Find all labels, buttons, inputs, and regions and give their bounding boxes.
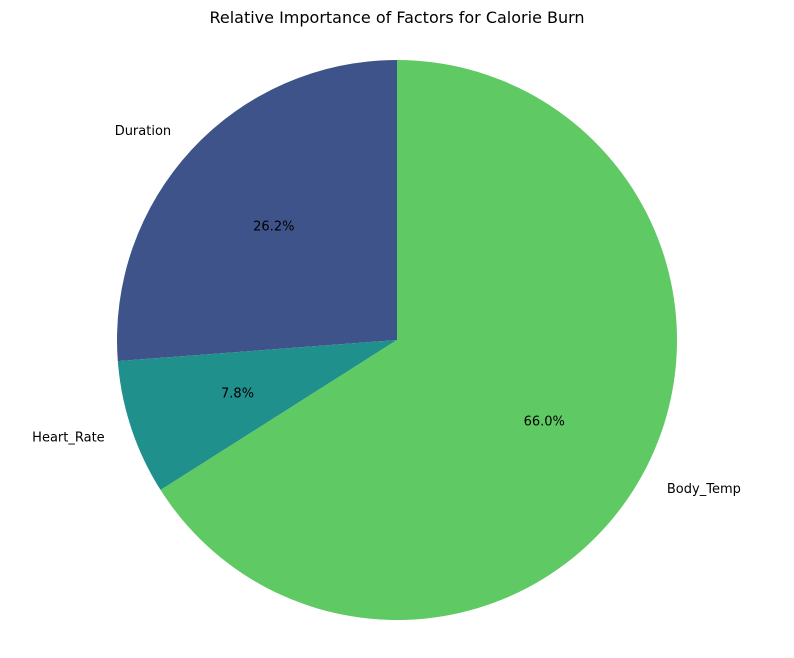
pie-slice-duration xyxy=(117,60,397,362)
slice-label-body-temp: Body_Temp xyxy=(667,482,741,497)
slice-label-duration: Duration xyxy=(115,124,171,139)
slice-percent-body-temp: 66.0% xyxy=(524,414,565,429)
slice-percent-duration: 26.2% xyxy=(253,219,294,234)
chart-title: Relative Importance of Factors for Calor… xyxy=(209,8,584,27)
pie-slice-body-temp xyxy=(160,60,678,620)
slice-percent-heart-rate: 7.8% xyxy=(221,386,254,401)
slice-label-heart-rate: Heart_Rate xyxy=(32,431,105,446)
pie-slice-heart-rate xyxy=(117,340,398,491)
